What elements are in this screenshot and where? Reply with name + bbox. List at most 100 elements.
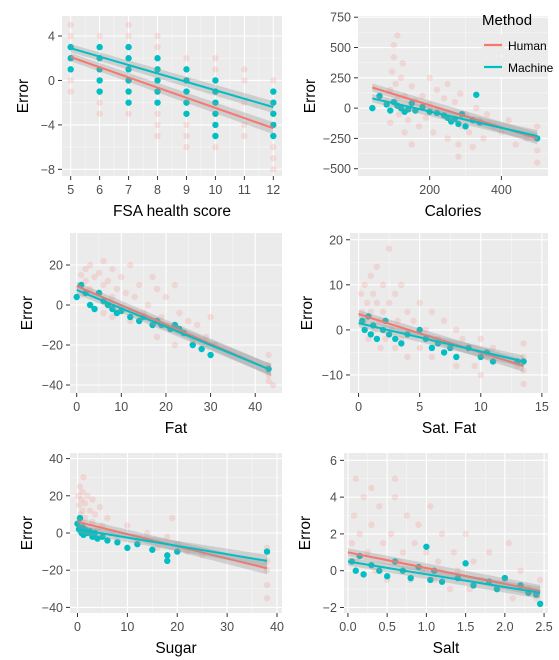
point-human (391, 493, 399, 501)
x-tick-label: 1.5 (457, 620, 474, 634)
point-human (368, 521, 375, 528)
data-layer (74, 473, 271, 602)
x-tick-label: 0 (355, 400, 362, 414)
point-human (367, 272, 374, 280)
y-tick-label: −4 (41, 118, 55, 132)
point-human (124, 522, 131, 529)
point-machine (493, 585, 501, 593)
point-machine (212, 121, 219, 129)
y-tick-label: −500 (323, 162, 351, 176)
point-human (416, 344, 423, 352)
y-tick-label: −10 (322, 368, 343, 382)
point-human (270, 143, 277, 151)
point-human (100, 257, 107, 265)
fit-line-human (70, 56, 274, 130)
point-human (265, 377, 272, 385)
point-human (520, 340, 527, 347)
point-machine (125, 66, 132, 73)
point-human (430, 129, 437, 136)
point-human (462, 530, 469, 538)
point-machine (270, 88, 277, 95)
point-machine (67, 66, 74, 73)
point-machine (149, 546, 156, 553)
point-machine (489, 358, 497, 365)
point-machine (477, 353, 484, 361)
point-human (455, 153, 462, 160)
point-human (534, 147, 541, 154)
point-machine (189, 341, 196, 349)
point-human (183, 132, 190, 140)
point-human (450, 549, 458, 556)
y-axis-title: Error (302, 79, 319, 113)
panel-sugar: 0 10 20 30 40 −40 −20 0 20 40 Sugar Error (19, 452, 284, 657)
point-machine (369, 104, 376, 112)
x-tick-label: 11 (238, 183, 251, 197)
x-tick-label: 30 (204, 400, 218, 414)
point-human (415, 521, 422, 528)
point-human (202, 333, 210, 341)
point-human (377, 344, 384, 352)
y-tick-label: −40 (42, 601, 63, 615)
x-tick-label: 200 (419, 183, 440, 197)
panel-fsa-health-score: 5 6 7 8 9 10 11 12 −8 −4 0 4 FSA health score Error (15, 16, 282, 220)
y-tick-label: −8 (41, 163, 55, 177)
y-tick-label: 0 (48, 74, 55, 88)
point-human (100, 309, 107, 317)
point-human (398, 335, 405, 343)
y-axis-title: Error (19, 296, 36, 330)
point-human (520, 380, 527, 388)
fit-line-human (358, 313, 524, 367)
point-machine (373, 335, 381, 343)
point-human (380, 539, 387, 547)
point-human (440, 317, 448, 325)
y-tick-label: 20 (49, 259, 63, 273)
point-human (473, 104, 480, 112)
point-machine (174, 548, 181, 555)
point-human (387, 119, 394, 126)
y-tick-label: −20 (42, 564, 63, 578)
point-human (265, 351, 272, 359)
point-human (534, 159, 541, 166)
point-human (394, 32, 401, 39)
point-human (162, 293, 170, 301)
point-human (379, 308, 387, 316)
point-human (270, 155, 277, 162)
point-machine (104, 537, 111, 544)
point-machine (183, 66, 190, 73)
point-human (212, 55, 219, 62)
point-machine (440, 349, 448, 356)
point-human (212, 143, 219, 151)
point-human (96, 503, 104, 511)
panel-background (70, 233, 282, 393)
point-human (419, 92, 426, 100)
point-human (392, 344, 399, 352)
point-human (122, 289, 129, 297)
x-axis-title: Sugar (155, 640, 196, 657)
point-machine (109, 305, 116, 313)
point-human (385, 299, 393, 307)
panel-fat: 0 10 20 30 40 −40 −20 0 20 Fat Error (19, 233, 282, 437)
fit-line-machine (347, 560, 541, 594)
point-human (67, 88, 74, 95)
x-tick-label: 1.0 (418, 620, 435, 634)
point-human (434, 558, 442, 565)
y-tick-label: 0 (56, 527, 63, 541)
x-tick-label: 5 (416, 400, 423, 414)
y-tick-label: 0 (56, 299, 63, 313)
point-human (109, 313, 116, 321)
x-tick-label: 400 (491, 183, 512, 197)
point-human (388, 68, 396, 75)
point-human (426, 74, 433, 82)
point-machine (183, 88, 190, 95)
x-axis-title: Salt (433, 640, 460, 657)
point-machine (361, 326, 368, 334)
point-human (109, 265, 116, 273)
point-machine (154, 55, 161, 62)
point-human (351, 512, 358, 519)
legend: Method Human Machine (482, 12, 554, 77)
point-machine (383, 573, 391, 580)
point-human (451, 98, 458, 106)
y-tick-label: 4 (48, 30, 55, 44)
point-machine (164, 557, 171, 565)
panel-background (350, 233, 548, 393)
